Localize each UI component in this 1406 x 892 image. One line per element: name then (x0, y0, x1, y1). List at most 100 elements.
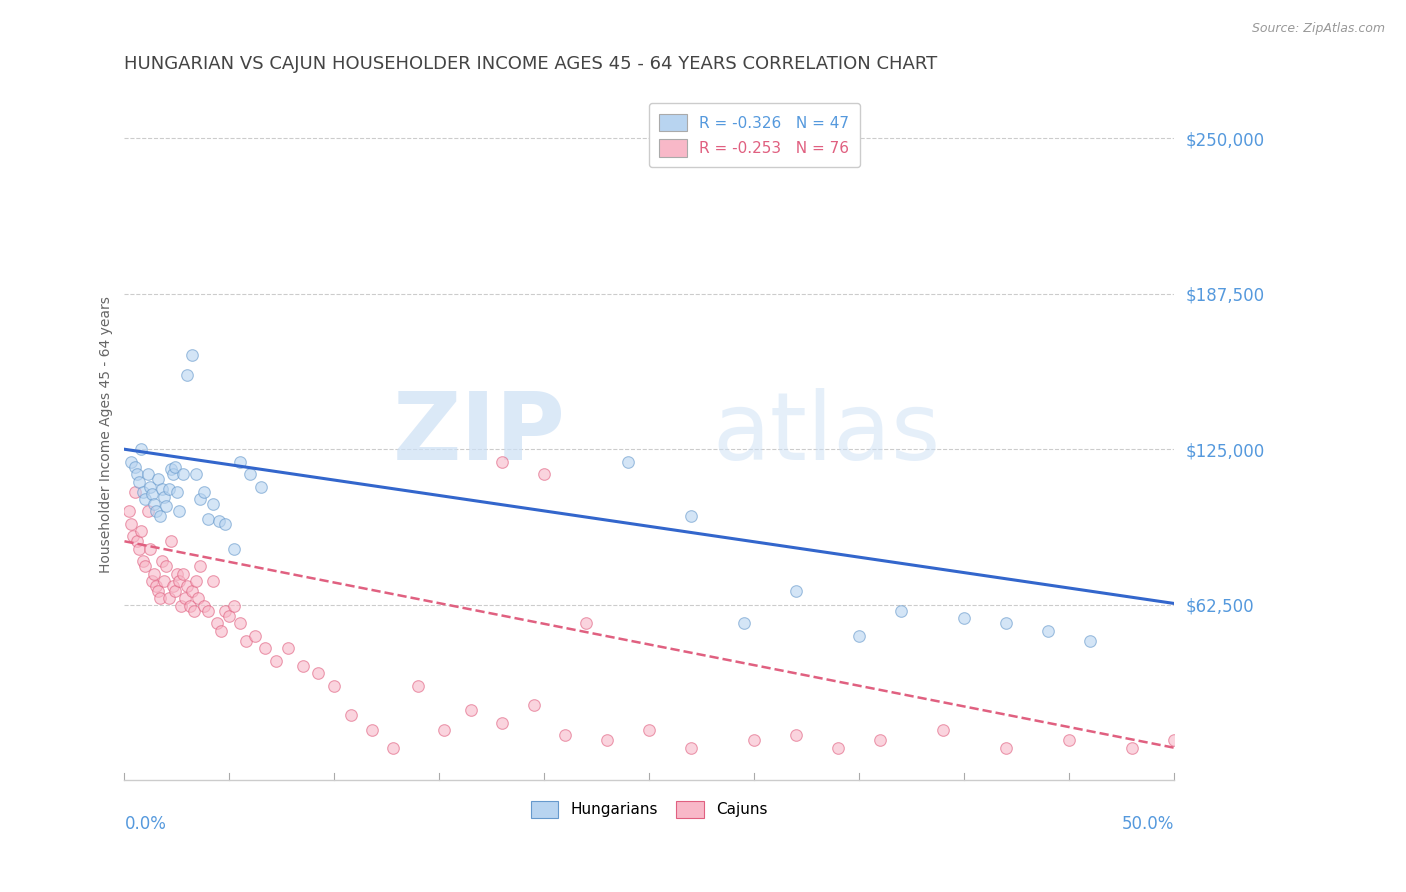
Point (932, 723, 955, 738)
Point (146, 584, 169, 599)
Point (827, 740, 849, 755)
Text: atlas: atlas (713, 388, 941, 480)
Point (132, 554, 155, 568)
Point (120, 455, 142, 469)
Point (172, 467, 194, 482)
Point (193, 599, 215, 613)
Point (149, 591, 172, 606)
Point (118, 504, 141, 518)
Point (201, 497, 224, 511)
Point (277, 641, 299, 656)
Point (129, 524, 152, 539)
Point (150, 554, 173, 568)
Point (205, 616, 228, 631)
Point (124, 459, 146, 474)
Point (209, 624, 232, 638)
Point (183, 604, 205, 618)
Point (869, 733, 891, 747)
Point (159, 462, 181, 476)
Point (229, 455, 252, 469)
Point (150, 482, 173, 496)
Point (176, 368, 198, 382)
Y-axis label: Householder Income Ages 45 - 64 years: Householder Income Ages 45 - 64 years (100, 296, 114, 573)
Point (229, 616, 252, 631)
Point (149, 509, 172, 524)
Point (340, 708, 363, 723)
Point (638, 723, 661, 738)
Point (235, 633, 257, 648)
Point (187, 591, 209, 606)
Point (163, 459, 186, 474)
Point (1036, 624, 1059, 638)
Text: ZIP: ZIP (392, 388, 565, 480)
Point (142, 566, 165, 581)
Text: Source: ZipAtlas.com: Source: ZipAtlas.com (1251, 22, 1385, 36)
Point (125, 467, 148, 482)
Point (460, 703, 482, 717)
Text: 0.0%: 0.0% (125, 814, 166, 832)
Point (239, 467, 262, 482)
Point (145, 504, 167, 518)
Point (174, 591, 197, 606)
Point (218, 608, 240, 623)
Point (166, 484, 188, 499)
Point (176, 579, 198, 593)
Point (785, 728, 807, 742)
Point (254, 641, 277, 656)
Point (432, 723, 454, 738)
Point (136, 467, 159, 482)
Point (848, 629, 870, 643)
Point (1078, 633, 1101, 648)
Point (523, 698, 546, 713)
Point (166, 566, 188, 581)
Point (291, 658, 314, 673)
Point (208, 515, 231, 529)
Point (491, 455, 513, 469)
Point (180, 348, 202, 362)
Point (184, 467, 207, 482)
Point (145, 579, 167, 593)
Point (214, 604, 236, 618)
Point (742, 733, 765, 747)
Point (382, 740, 405, 755)
Point (554, 728, 576, 742)
Point (264, 654, 287, 668)
Point (129, 442, 152, 457)
Point (785, 584, 807, 599)
Point (408, 679, 430, 693)
Point (128, 541, 150, 556)
Point (153, 574, 176, 588)
Point (136, 504, 159, 518)
Point (188, 491, 211, 506)
Point (155, 559, 177, 574)
Point (134, 559, 156, 574)
Point (250, 479, 273, 493)
Point (157, 482, 180, 496)
Point (138, 541, 160, 556)
Text: 50.0%: 50.0% (1122, 814, 1174, 832)
Point (162, 579, 184, 593)
Point (596, 733, 619, 747)
Point (491, 715, 513, 730)
Point (201, 574, 224, 588)
Point (188, 559, 211, 574)
Point (1121, 740, 1143, 755)
Point (890, 604, 912, 618)
Point (1057, 733, 1080, 747)
Point (180, 584, 202, 599)
Point (170, 599, 193, 613)
Point (146, 472, 169, 486)
Point (197, 512, 219, 526)
Point (323, 679, 346, 693)
Point (575, 616, 598, 631)
Point (159, 534, 181, 549)
Point (193, 484, 215, 499)
Point (1163, 733, 1185, 747)
Point (125, 534, 148, 549)
Point (361, 723, 384, 738)
Point (132, 484, 155, 499)
Point (995, 616, 1018, 631)
Point (184, 574, 207, 588)
Point (533, 467, 555, 482)
Point (142, 497, 165, 511)
